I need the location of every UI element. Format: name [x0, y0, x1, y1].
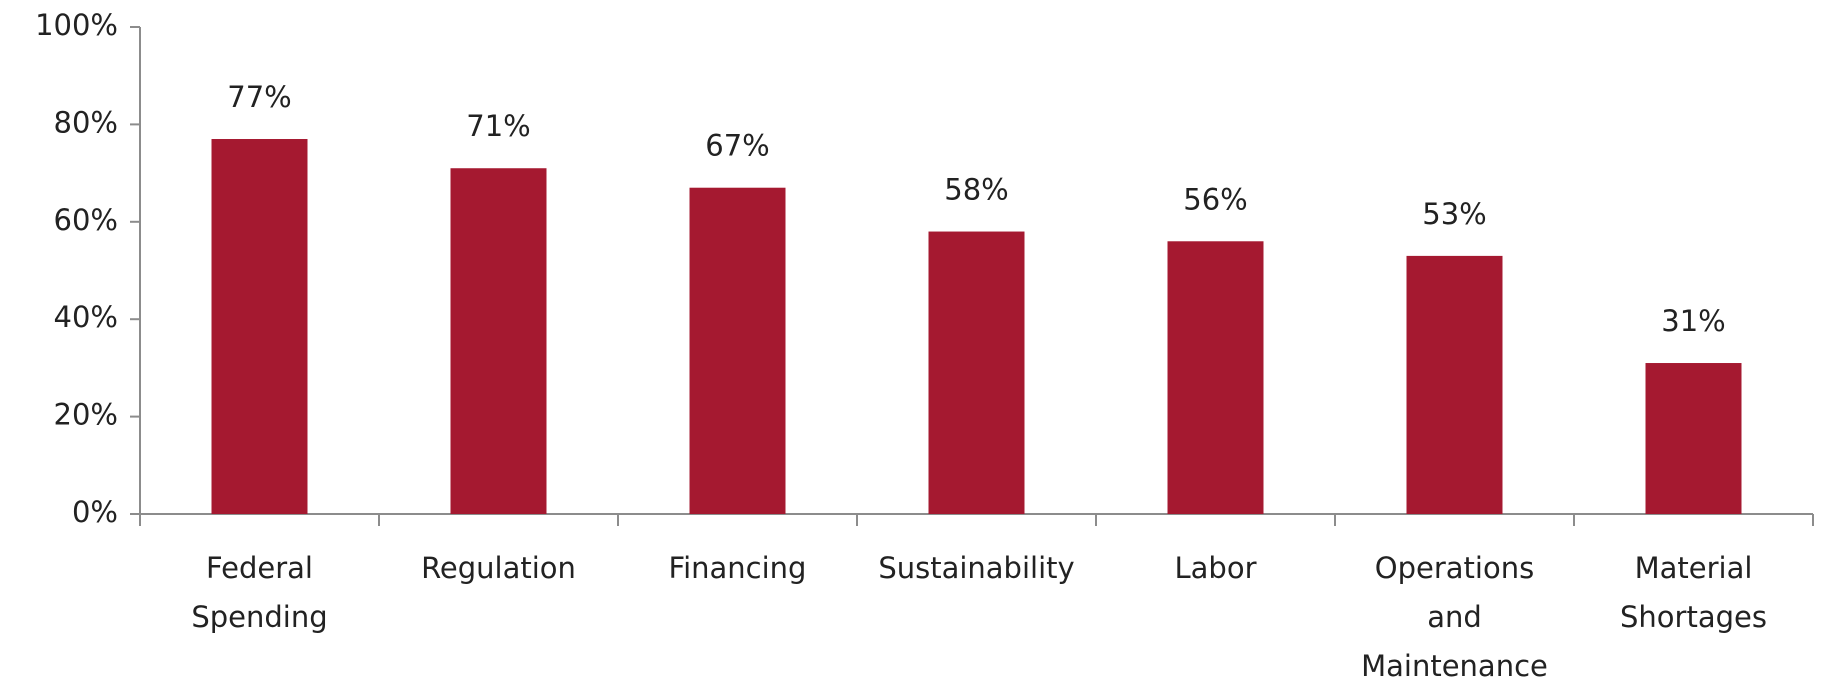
bar [689, 187, 786, 514]
data-label: 77% [227, 80, 291, 114]
data-label: 58% [944, 173, 1008, 207]
bar [1167, 241, 1264, 514]
x-tick-label: Sustainability [878, 551, 1074, 585]
bar [1645, 363, 1742, 514]
data-label: 53% [1422, 197, 1486, 231]
x-tick-label: Federal Spending [191, 551, 327, 634]
bar [450, 168, 547, 515]
x-tick-label: Labor [1174, 551, 1256, 585]
y-tick-label: 0% [72, 495, 118, 529]
x-tick-label: Financing [669, 551, 807, 585]
x-tick-label: Regulation [421, 551, 576, 585]
bar [211, 139, 308, 514]
y-tick-label: 20% [54, 398, 118, 432]
data-label: 31% [1661, 304, 1725, 338]
y-tick-label: 100% [35, 8, 118, 42]
x-tick-label: Material Shortages [1620, 551, 1767, 634]
data-label: 56% [1183, 182, 1247, 216]
y-tick-label: 80% [54, 105, 118, 139]
bar [928, 231, 1025, 515]
bar [1406, 255, 1503, 514]
x-tick-label: Operations and Maintenance [1361, 551, 1548, 683]
data-label: 67% [705, 129, 769, 163]
data-label: 71% [466, 109, 530, 143]
y-tick-label: 40% [54, 300, 118, 334]
y-tick-label: 60% [54, 203, 118, 237]
